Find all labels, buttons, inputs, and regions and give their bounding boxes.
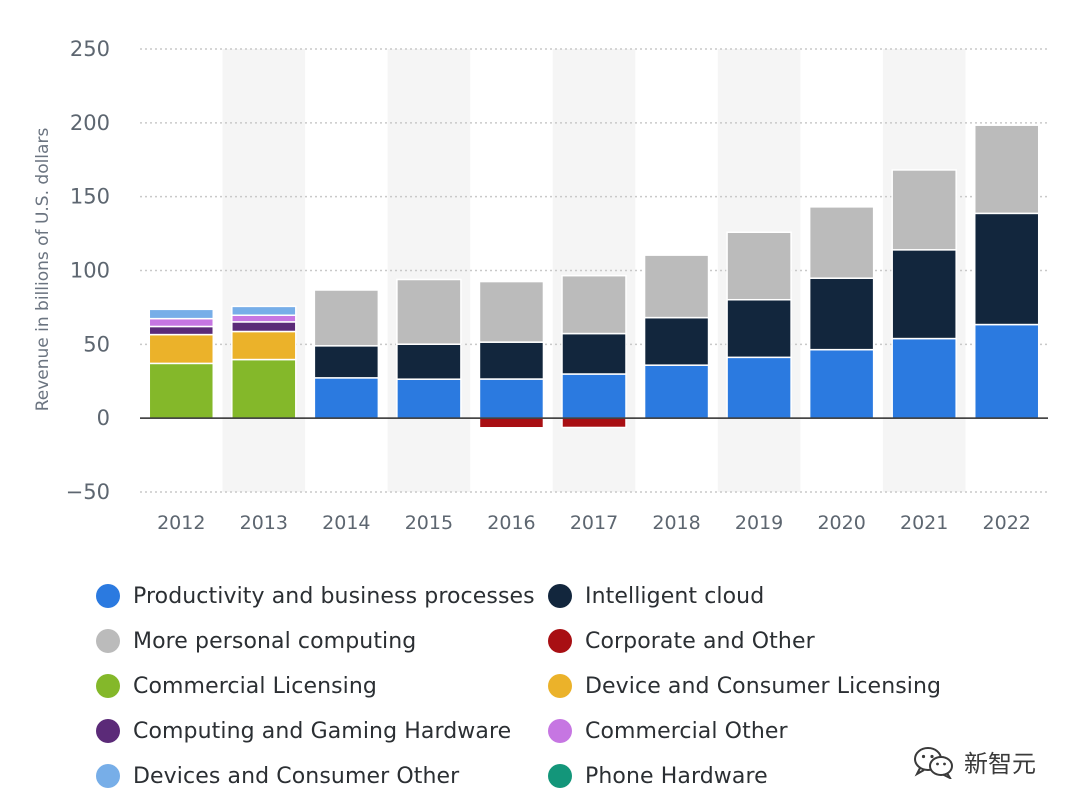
bar-segment[interactable] bbox=[396, 278, 462, 345]
x-tick-label: 2018 bbox=[652, 512, 700, 534]
legend-label: Commercial Other bbox=[585, 718, 788, 744]
legend-label: Corporate and Other bbox=[585, 628, 815, 654]
x-tick-label: 2021 bbox=[900, 512, 948, 534]
bar-segment[interactable] bbox=[891, 169, 957, 251]
legend-item[interactable]: Corporate and Other bbox=[548, 627, 988, 655]
legend-swatch bbox=[548, 584, 572, 608]
bar-segment[interactable] bbox=[396, 343, 462, 380]
bar-segment[interactable] bbox=[643, 316, 710, 366]
bar-segment[interactable] bbox=[808, 277, 875, 351]
y-tick-label: 150 bbox=[70, 185, 110, 209]
bar-segment[interactable] bbox=[231, 305, 297, 316]
y-axis-label: Revenue in billions of U.S. dollars bbox=[33, 128, 53, 412]
bar-segment[interactable] bbox=[561, 417, 627, 429]
legend-label: Intelligent cloud bbox=[585, 583, 765, 609]
bar-segment[interactable] bbox=[313, 345, 380, 379]
legend-item[interactable]: Device and Consumer Licensing bbox=[548, 672, 988, 700]
bar-segment[interactable] bbox=[561, 274, 627, 335]
legend-item[interactable]: Computing and Gaming Hardware bbox=[96, 717, 548, 745]
x-tick-label: 2022 bbox=[983, 512, 1031, 534]
bar-segment[interactable] bbox=[643, 364, 710, 419]
bar-segment[interactable] bbox=[148, 317, 215, 328]
legend-item[interactable]: Devices and Consumer Other bbox=[96, 762, 548, 790]
legend-item[interactable]: More personal computing bbox=[96, 627, 548, 655]
x-axis-ticks: 2012 2013 2014 2015 2016 2017 2018 2019 2020 2021… bbox=[157, 512, 1031, 534]
legend-item[interactable]: Commercial Other bbox=[548, 717, 988, 745]
bar-segment[interactable] bbox=[561, 373, 627, 419]
legend-swatch bbox=[96, 584, 120, 608]
bar-segment[interactable] bbox=[478, 378, 545, 419]
wechat-icon bbox=[914, 746, 953, 779]
legend-item[interactable]: Commercial Licensing bbox=[96, 672, 548, 700]
legend-swatch bbox=[548, 764, 572, 788]
x-tick-label: 2015 bbox=[405, 512, 453, 534]
bar-segment[interactable] bbox=[313, 289, 380, 347]
bar-segment[interactable] bbox=[808, 206, 875, 279]
x-tick-label: 2020 bbox=[817, 512, 865, 534]
bar-segment[interactable] bbox=[891, 249, 957, 340]
legend-label: More personal computing bbox=[133, 628, 417, 654]
watermark-text: 新智元 bbox=[964, 750, 1036, 778]
bar-segment[interactable] bbox=[973, 212, 1040, 326]
bar-segment[interactable] bbox=[561, 332, 627, 375]
legend-item[interactable]: Productivity and business processes bbox=[96, 582, 548, 610]
legend-swatch bbox=[96, 719, 120, 743]
x-tick-label: 2014 bbox=[322, 512, 370, 534]
legend-item[interactable]: Intelligent cloud bbox=[548, 582, 988, 610]
bar-segment[interactable] bbox=[231, 358, 297, 419]
bar-segment[interactable] bbox=[808, 348, 875, 419]
legend-label: Productivity and business processes bbox=[133, 583, 535, 609]
bar-segment[interactable] bbox=[231, 321, 297, 333]
bar-segment[interactable] bbox=[231, 314, 297, 323]
watermark: 新智元 bbox=[912, 744, 1036, 779]
x-tick-label: 2019 bbox=[735, 512, 783, 534]
bar-segment[interactable] bbox=[726, 298, 792, 359]
x-tick-label: 2016 bbox=[487, 512, 535, 534]
bar-segment[interactable] bbox=[643, 254, 710, 319]
y-tick-label: 0 bbox=[97, 406, 110, 430]
bar-segment[interactable] bbox=[148, 333, 215, 365]
y-tick-label: 200 bbox=[70, 111, 110, 135]
x-tick-label: 2012 bbox=[157, 512, 205, 534]
legend-label: Device and Consumer Licensing bbox=[585, 673, 942, 699]
legend-swatch bbox=[548, 674, 572, 698]
legend-swatch bbox=[548, 629, 572, 653]
bar-segment[interactable] bbox=[726, 356, 792, 419]
bar-segment[interactable] bbox=[148, 308, 215, 320]
legend-swatch bbox=[548, 719, 572, 743]
bars bbox=[140, 124, 1048, 429]
legend: Productivity and business processes Intel… bbox=[96, 582, 988, 790]
bar-segment[interactable] bbox=[478, 280, 545, 343]
legend-label: Computing and Gaming Hardware bbox=[133, 718, 512, 744]
bar-segment[interactable] bbox=[148, 325, 215, 336]
bar-segment[interactable] bbox=[891, 337, 957, 419]
bar-segment[interactable] bbox=[726, 231, 792, 301]
y-tick-label: −50 bbox=[66, 480, 110, 504]
bar-segment[interactable] bbox=[313, 377, 380, 419]
x-tick-label: 2013 bbox=[240, 512, 288, 534]
x-tick-label: 2017 bbox=[570, 512, 618, 534]
y-tick-label: 250 bbox=[70, 37, 110, 61]
bar-segment[interactable] bbox=[478, 417, 545, 429]
bar-segment[interactable] bbox=[396, 378, 462, 419]
y-tick-label: 100 bbox=[70, 259, 110, 283]
y-tick-label: 50 bbox=[83, 332, 110, 356]
legend-swatch bbox=[96, 764, 120, 788]
bar-segment[interactable] bbox=[973, 124, 1040, 215]
legend-swatch bbox=[96, 629, 120, 653]
legend-swatch bbox=[96, 674, 120, 698]
legend-label: Phone Hardware bbox=[585, 763, 768, 789]
y-axis-ticks: 250 200 150 100 50 0 −50 bbox=[66, 37, 110, 504]
bar-segment[interactable] bbox=[148, 362, 215, 419]
bar-segment[interactable] bbox=[231, 330, 297, 361]
legend-label: Devices and Consumer Other bbox=[133, 763, 460, 789]
column-band bbox=[222, 49, 306, 492]
legend-item[interactable]: Phone Hardware bbox=[548, 762, 988, 790]
legend-label: Commercial Licensing bbox=[133, 673, 377, 699]
bar-segment[interactable] bbox=[478, 341, 545, 380]
bar-segment[interactable] bbox=[973, 323, 1040, 419]
